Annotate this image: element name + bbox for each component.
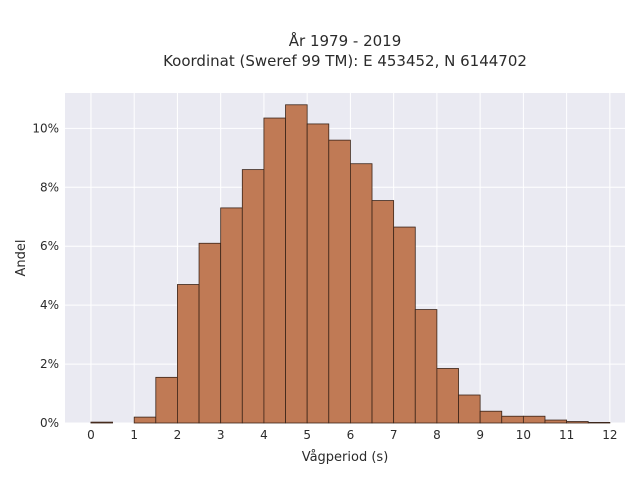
histogram-bar xyxy=(285,104,308,424)
histogram-bar xyxy=(198,242,222,424)
x-tick-label: 0 xyxy=(87,428,95,442)
histogram-bar xyxy=(522,415,546,424)
x-tick-label: 11 xyxy=(559,428,574,442)
x-tick-label: 8 xyxy=(433,428,441,442)
y-tick-label: 0% xyxy=(40,416,59,430)
x-tick-label: 12 xyxy=(602,428,617,442)
histogram-bar xyxy=(458,394,481,424)
x-tick-label: 4 xyxy=(260,428,268,442)
histogram-bar xyxy=(393,226,416,424)
x-tick-label: 6 xyxy=(347,428,355,442)
x-axis-ticks: 0 1 2 3 4 5 6 7 8 9 10 11 12 xyxy=(87,428,617,442)
x-axis-label: Vågperiod (s) xyxy=(302,450,389,465)
chart-title-line-1: År 1979 - 2019 xyxy=(289,31,402,50)
histogram-bar xyxy=(306,123,330,424)
histogram-bar xyxy=(544,419,568,424)
x-tick-label: 1 xyxy=(130,428,138,442)
y-axis-ticks: 0% 2% 4% 6% 8% 10% xyxy=(32,121,59,430)
y-axis-label: Andel xyxy=(14,240,29,277)
histogram-bar xyxy=(220,207,243,424)
histogram-bar xyxy=(177,284,200,424)
histogram-bar xyxy=(90,421,113,424)
histogram-bar xyxy=(436,368,459,424)
histogram-bar xyxy=(155,376,178,424)
y-tick-label: 10% xyxy=(32,121,59,135)
histogram-bar xyxy=(566,421,589,424)
histogram-bar xyxy=(501,415,524,424)
histogram-bar xyxy=(414,309,438,424)
x-tick-label: 3 xyxy=(217,428,225,442)
x-tick-label: 7 xyxy=(390,428,398,442)
histogram-bar xyxy=(350,163,373,424)
x-tick-label: 2 xyxy=(174,428,182,442)
y-tick-label: 6% xyxy=(40,239,59,253)
histogram-bar xyxy=(371,200,395,424)
histogram-bars xyxy=(90,104,611,424)
histogram-bar xyxy=(479,410,503,424)
histogram-bar xyxy=(133,416,157,424)
histogram-bar xyxy=(263,117,286,424)
y-tick-label: 8% xyxy=(40,180,59,194)
y-tick-label: 2% xyxy=(40,357,59,371)
chart-title-line-2: Koordinat (Sweref 99 TM): E 453452, N 61… xyxy=(163,52,527,70)
x-tick-label: 5 xyxy=(303,428,311,442)
histogram-bar xyxy=(587,422,611,424)
histogram-bar xyxy=(241,169,265,424)
x-tick-label: 9 xyxy=(476,428,484,442)
histogram-bar xyxy=(328,139,351,424)
y-tick-label: 4% xyxy=(40,298,59,312)
x-tick-label: 10 xyxy=(516,428,531,442)
